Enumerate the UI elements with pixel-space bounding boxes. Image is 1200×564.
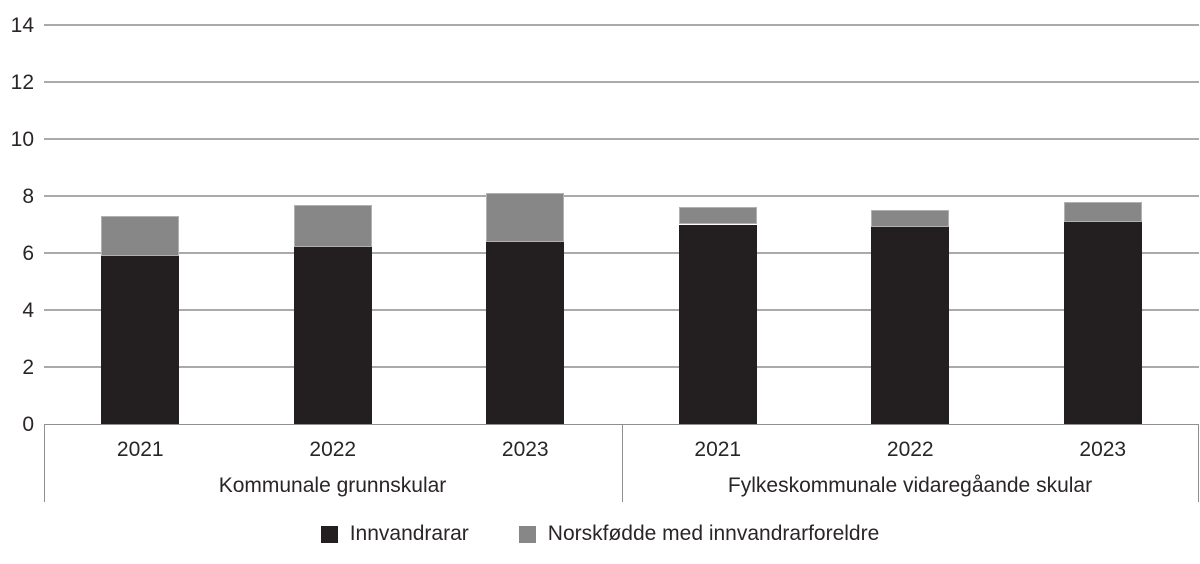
gridline bbox=[44, 366, 1199, 368]
gridline bbox=[44, 252, 1199, 254]
bar-segment-innvandrarar bbox=[1063, 221, 1142, 424]
bar-segment-norskfodde bbox=[1063, 201, 1142, 222]
gridline bbox=[44, 81, 1199, 83]
legend-swatch-norskfodde-icon bbox=[518, 525, 536, 543]
y-tick-label: 12 bbox=[10, 71, 34, 94]
bar-segment-norskfodde bbox=[871, 210, 950, 228]
y-tick-label: 6 bbox=[22, 242, 34, 265]
y-tick-label: 4 bbox=[22, 299, 34, 322]
x-tick-label: 2023 bbox=[501, 438, 549, 461]
y-tick-label: 10 bbox=[10, 128, 34, 151]
gridline bbox=[44, 309, 1199, 311]
gridline bbox=[44, 138, 1199, 140]
group-label-fylkeskommunale: Fylkeskommunale vidaregåande skular bbox=[727, 474, 1093, 497]
x-tick-label: 2023 bbox=[1079, 438, 1127, 461]
legend-swatch-innvandrarar-icon bbox=[320, 525, 338, 543]
gridline bbox=[44, 24, 1199, 26]
group-separator-line bbox=[44, 424, 45, 502]
bar-segment-norskfodde bbox=[486, 193, 565, 242]
x-tick-label: 2021 bbox=[116, 438, 164, 461]
x-tick-label: 2022 bbox=[309, 438, 357, 461]
y-tick-label: 14 bbox=[10, 14, 34, 37]
legend-item-innvandrarar: Innvandrarar bbox=[320, 522, 469, 546]
x-tick-label: 2021 bbox=[694, 438, 742, 461]
bar-segment-norskfodde bbox=[678, 207, 757, 225]
bar-segment-innvandrarar bbox=[678, 224, 757, 424]
bar-segment-innvandrarar bbox=[101, 255, 180, 424]
bar-segment-norskfodde bbox=[293, 204, 372, 248]
x-axis-line bbox=[44, 423, 1199, 425]
group-separator-line bbox=[621, 424, 623, 502]
bar-segment-innvandrarar bbox=[871, 227, 950, 424]
legend: Innvandrarar Norskfødde med innvandrarfo… bbox=[0, 522, 1200, 546]
y-tick-label: 8 bbox=[22, 185, 34, 208]
legend-label-norskfodde: Norskfødde med innvandrarforeldre bbox=[547, 522, 880, 545]
y-tick-label: 0 bbox=[22, 413, 34, 436]
y-tick-label: 2 bbox=[22, 356, 34, 379]
bar-segment-innvandrarar bbox=[293, 247, 372, 424]
group-separator-line bbox=[1198, 424, 1199, 502]
bar-segment-norskfodde bbox=[101, 215, 180, 256]
legend-label-innvandrarar: Innvandrarar bbox=[349, 522, 469, 545]
gridline bbox=[44, 195, 1199, 197]
group-label-kommunale: Kommunale grunnskular bbox=[218, 474, 447, 497]
x-tick-label: 2022 bbox=[886, 438, 934, 461]
bar-segment-innvandrarar bbox=[486, 241, 565, 424]
legend-item-norskfodde: Norskfødde med innvandrarforeldre bbox=[518, 522, 880, 546]
